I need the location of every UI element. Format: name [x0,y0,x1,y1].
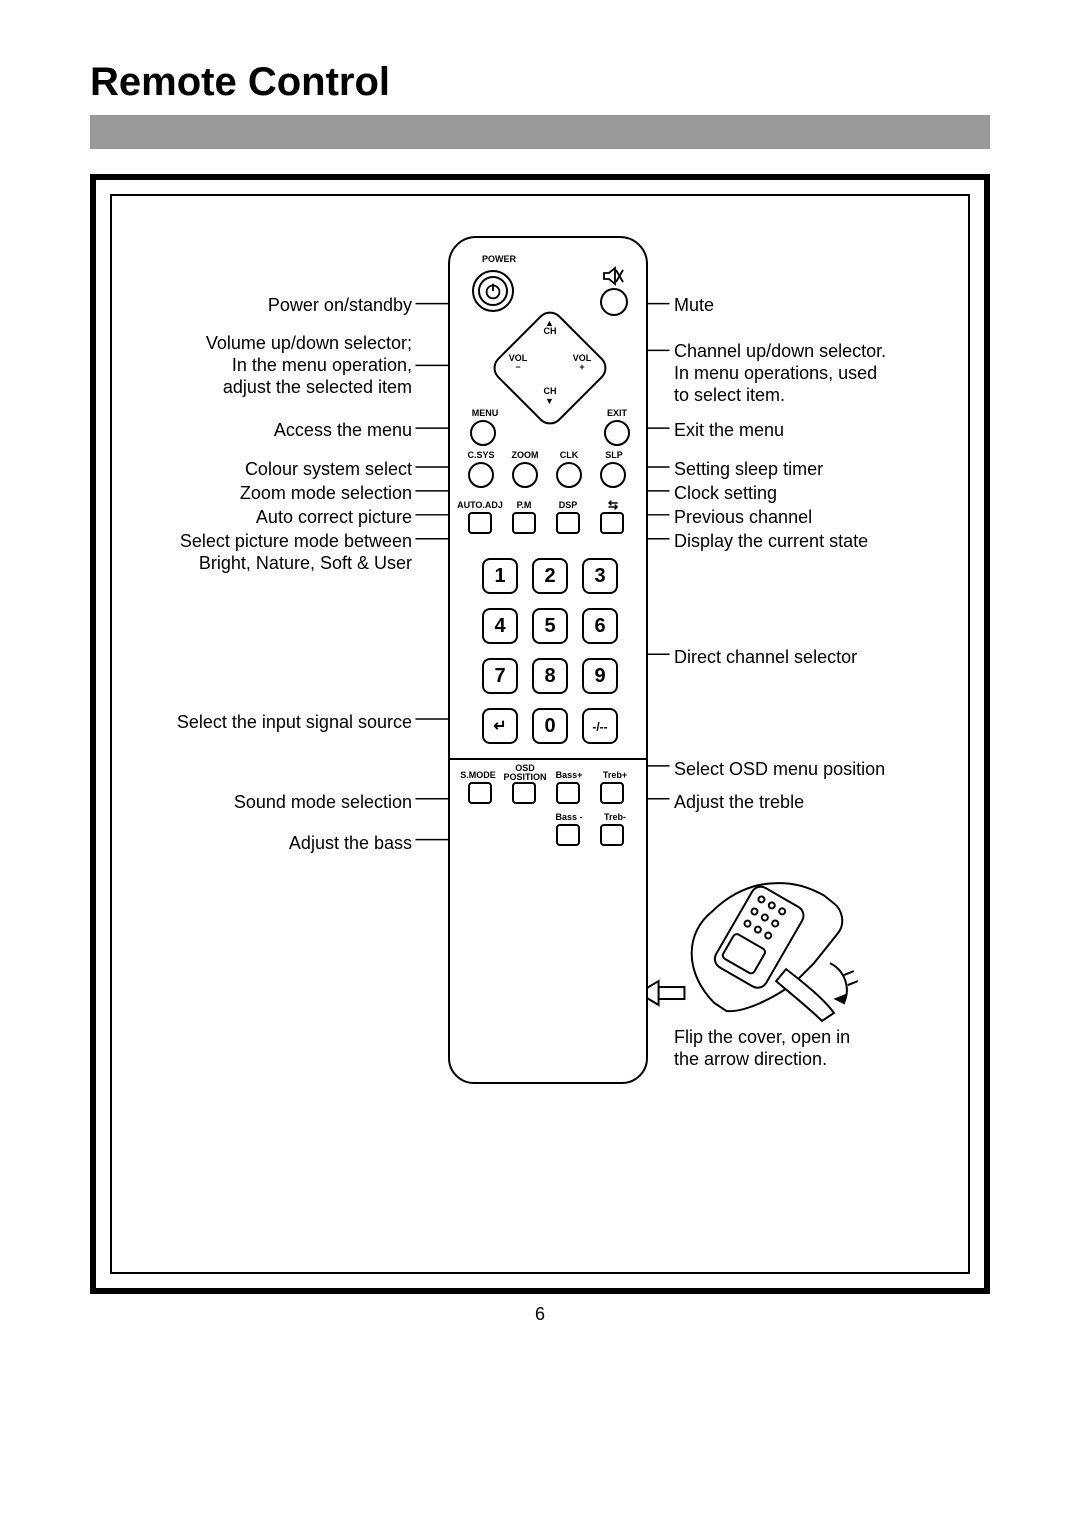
num-9[interactable]: 9 [582,658,618,694]
num-0[interactable]: 0 [532,708,568,744]
callout-input: Select the input signal source [132,711,412,733]
csys-label: C.SYS [464,450,498,460]
smode-label: S.MODE [458,770,498,780]
callout-power: Power on/standby [152,294,412,316]
trebm-label: Treb- [598,812,632,822]
remote-body: POWER [448,236,648,1081]
autoadj-button[interactable] [468,512,492,534]
exit-label: EXIT [602,408,632,418]
pm-button[interactable] [512,512,536,534]
bassm-label: Bass - [550,812,588,822]
num-3[interactable]: 3 [582,558,618,594]
dpad-ch-down: CH [540,386,560,396]
trebp-button[interactable] [600,782,624,804]
zoom-button[interactable] [512,462,538,488]
num-4[interactable]: 4 [482,608,518,644]
heading-bar [90,115,990,149]
menu-button[interactable] [470,420,496,446]
dsp-button[interactable] [556,512,580,534]
num-6[interactable]: 6 [582,608,618,644]
prev-button[interactable] [600,512,624,534]
callout-osd: Select OSD menu position [674,758,944,780]
callout-clk: Clock setting [674,482,934,504]
callout-zoom: Zoom mode selection [152,482,412,504]
mute-button[interactable] [600,288,628,316]
osd-label: OSD POSITION [502,764,548,782]
trebp-label: Treb+ [598,770,632,780]
osd-button[interactable] [512,782,536,804]
callout-treb: Adjust the treble [674,791,934,813]
pm-label: P.M [510,500,538,510]
autoadj-label: AUTO.ADJ [456,500,504,510]
clk-label: CLK [554,450,584,460]
inner-frame: POWER [110,194,970,1274]
callout-ch: Channel up/down selector. In menu operat… [674,340,944,406]
callout-autoadj: Auto correct picture [152,506,412,528]
power-button[interactable] [472,270,514,312]
num-2[interactable]: 2 [532,558,568,594]
callout-direct: Direct channel selector [674,646,934,668]
callout-pm: Select picture mode between Bright, Natu… [132,530,412,574]
clk-button[interactable] [556,462,582,488]
exit-button[interactable] [604,420,630,446]
num-7[interactable]: 7 [482,658,518,694]
remote-cover: S.MODE OSD POSITION Bass+ Treb+ Bass - T… [448,758,648,1084]
power-button-inner [478,276,508,306]
prev-label: ⇆ [600,498,626,512]
dpad-vol-minus: VOL − [506,354,530,372]
digits-button[interactable]: -/-- [582,708,618,744]
callout-smode: Sound mode selection [152,791,412,813]
callout-menu: Access the menu [152,419,412,441]
trebm-button[interactable] [600,824,624,846]
bassp-button[interactable] [556,782,580,804]
callout-mute: Mute [674,294,934,316]
bassp-label: Bass+ [552,770,586,780]
mute-icon [602,266,624,286]
page-number: 6 [90,1304,990,1325]
callout-bass: Adjust the bass [152,832,412,854]
num-8[interactable]: 8 [532,658,568,694]
callout-slp: Setting sleep timer [674,458,934,480]
callout-vol: Volume up/down selector; In the menu ope… [132,332,412,398]
smode-button[interactable] [468,782,492,804]
callout-csys: Colour system select [152,458,412,480]
menu-label: MENU [468,408,502,418]
dpad-ch-up: CH [540,326,560,336]
zoom-label: ZOOM [508,450,542,460]
input-button[interactable]: ↵ [482,708,518,744]
page-title: Remote Control [90,60,990,105]
callout-exit: Exit the menu [674,419,934,441]
bassm-button[interactable] [556,824,580,846]
dpad-labels: ▲ CH VOL − VOL + CH ▼ [492,320,610,416]
num-1[interactable]: 1 [482,558,518,594]
outer-frame: POWER [90,174,990,1294]
dsp-label: DSP [554,500,582,510]
power-icon [482,280,504,302]
callout-dsp: Display the current state [674,530,944,552]
callout-flip: Flip the cover, open in the arrow direct… [674,1026,934,1070]
num-5[interactable]: 5 [532,608,568,644]
callout-prev: Previous channel [674,506,934,528]
power-label: POWER [474,254,524,264]
dpad-vol-plus: VOL + [570,354,594,372]
csys-button[interactable] [468,462,494,488]
slp-label: SLP [600,450,628,460]
slp-button[interactable] [600,462,626,488]
